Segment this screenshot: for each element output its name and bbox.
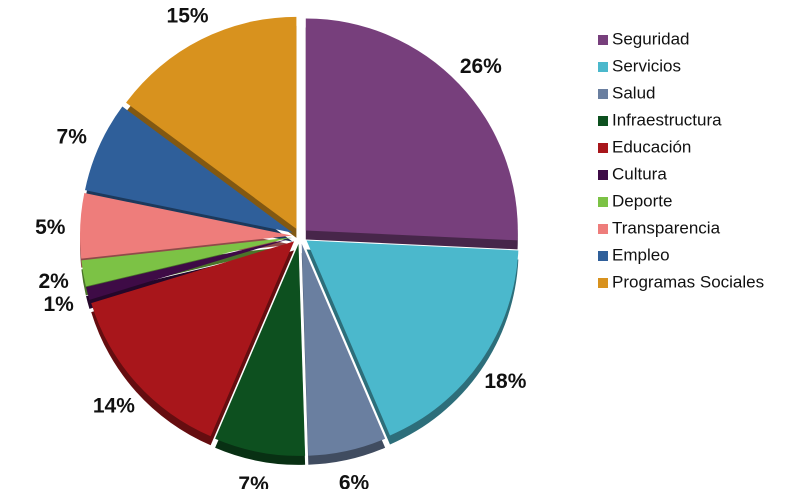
legend-swatch: [598, 35, 608, 45]
slice: [86, 238, 293, 300]
slice: [80, 193, 293, 259]
legend-swatch: [598, 224, 608, 234]
slice: [305, 18, 518, 241]
slice: [126, 16, 297, 229]
slice: [81, 237, 293, 287]
legend-label: Programas Sociales: [612, 272, 764, 291]
legend-label: Educación: [612, 137, 691, 156]
data-label: 14%: [93, 394, 135, 417]
data-label: 18%: [484, 370, 526, 393]
legend-swatch: [598, 116, 608, 126]
legend-label: Servicios: [612, 56, 681, 75]
slice: [306, 240, 519, 436]
data-label: 7%: [57, 126, 88, 149]
legend-label: Empleo: [612, 245, 670, 264]
slice: [91, 241, 295, 437]
legend-label: Infraestructura: [612, 110, 722, 129]
legend-swatch: [598, 278, 608, 288]
data-label: 2%: [38, 270, 69, 293]
data-label: 26%: [460, 55, 502, 78]
legend-label: Seguridad: [612, 29, 690, 48]
data-label: 15%: [167, 4, 209, 27]
legend-label: Deporte: [612, 191, 672, 210]
slice: [215, 243, 306, 456]
data-label: 6%: [339, 472, 370, 489]
data-label: 5%: [35, 216, 66, 239]
legend-swatch: [598, 62, 608, 72]
legend-swatch: [598, 170, 608, 180]
legend-label: Salud: [612, 83, 655, 102]
data-label: 7%: [238, 473, 269, 489]
legend-label: Cultura: [612, 164, 667, 183]
legend-swatch: [598, 197, 608, 207]
legend-label: Transparencia: [612, 218, 721, 237]
legend-swatch: [598, 89, 608, 99]
legend-swatch: [598, 251, 608, 261]
slice: [301, 243, 386, 456]
data-label: 1%: [44, 293, 75, 316]
legend-swatch: [598, 143, 608, 153]
slice: [85, 106, 293, 233]
